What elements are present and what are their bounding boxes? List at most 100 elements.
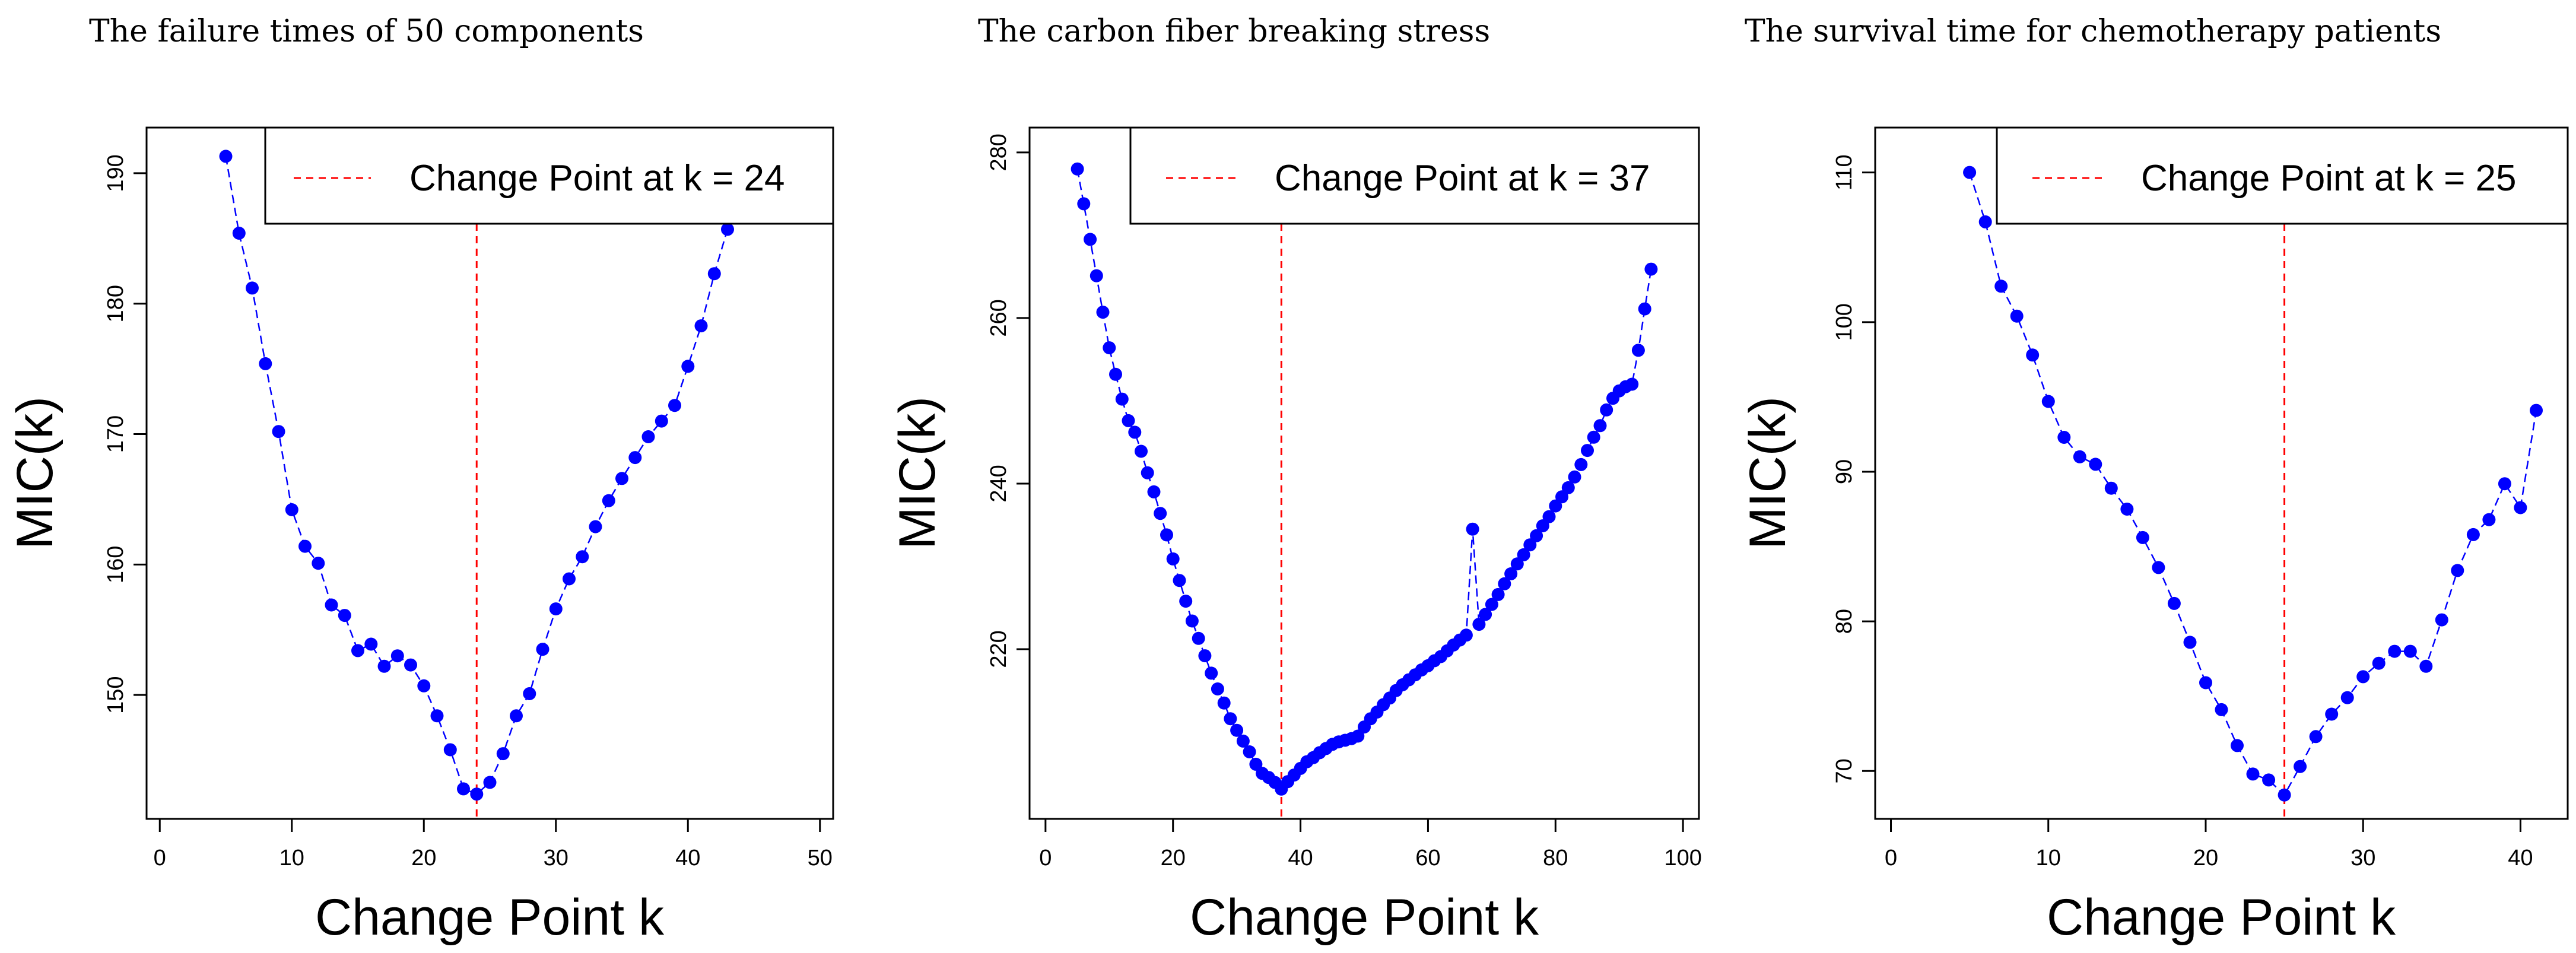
data-point (1994, 279, 2008, 293)
data-point (2246, 767, 2260, 781)
mic-series-line (225, 156, 729, 795)
data-point (496, 747, 510, 761)
data-point (2356, 670, 2370, 684)
data-point (1160, 528, 1173, 542)
data-point (681, 360, 695, 373)
data-point (1593, 419, 1607, 433)
data-point (1122, 414, 1135, 427)
data-point (694, 319, 708, 333)
data-point (1581, 444, 1594, 458)
data-point (510, 709, 523, 723)
data-point (628, 451, 642, 465)
data-point (2104, 481, 2118, 495)
data-point (1077, 197, 1091, 211)
data-point (655, 414, 668, 428)
y-tick-label: 110 (1832, 154, 1857, 190)
data-point (443, 743, 457, 757)
data-point (1479, 608, 1492, 621)
data-point (1147, 485, 1161, 498)
data-point (325, 598, 338, 612)
y-tick-label: 180 (103, 285, 128, 322)
y-tick-label: 150 (103, 676, 128, 713)
data-point (1179, 595, 1193, 608)
data-point (1561, 481, 1575, 494)
data-point (285, 503, 298, 516)
data-point (1090, 269, 1103, 282)
x-axis-label: Change Point k (2047, 889, 2396, 946)
data-point (536, 643, 549, 656)
data-point (1536, 519, 1549, 533)
data-point (1472, 618, 1486, 631)
x-tick-label: 40 (1288, 846, 1313, 871)
data-point (707, 267, 721, 281)
x-tick-label: 20 (2193, 846, 2218, 871)
y-tick-label: 240 (986, 465, 1011, 502)
x-tick-label: 10 (279, 846, 304, 871)
data-point (298, 539, 312, 553)
data-point (602, 494, 615, 507)
data-point (2388, 644, 2402, 658)
data-point (351, 644, 364, 657)
data-point (2183, 636, 2197, 649)
x-axis-label: Change Point k (1190, 889, 1539, 946)
panel-title: The failure times of 50 components (89, 14, 644, 49)
legend-box (264, 126, 834, 225)
data-point (1135, 444, 1148, 458)
data-point (219, 150, 233, 163)
y-axis-label: MIC(k) (889, 396, 946, 549)
data-point (2325, 707, 2339, 721)
data-point (2435, 613, 2448, 627)
data-point (2041, 395, 2055, 408)
data-point (259, 357, 272, 370)
legend-label: Change Point at k = 24 (409, 158, 785, 199)
data-point (312, 557, 325, 570)
data-point (1485, 598, 1498, 611)
data-point (2514, 501, 2527, 514)
data-point (1141, 466, 1154, 479)
data-point (1128, 425, 1142, 439)
data-point (417, 679, 431, 692)
x-tick-label: 60 (1415, 846, 1440, 871)
data-point (2215, 703, 2228, 716)
data-point (549, 602, 563, 616)
data-point (2419, 659, 2433, 673)
legend-box (1996, 126, 2569, 225)
data-point (1574, 458, 1588, 471)
data-point (1587, 430, 1600, 444)
data-point (2010, 309, 2024, 323)
data-point (1224, 712, 1237, 726)
data-point (1154, 507, 1167, 520)
legend-box (1129, 126, 1700, 225)
y-tick-label: 80 (1832, 609, 1857, 634)
data-point (2167, 596, 2181, 610)
data-point (364, 637, 378, 651)
panel-chemotherapy: The survival time for chemotherapy patie… (1739, 14, 2569, 946)
data-point (1173, 574, 1186, 587)
data-point (1071, 162, 1084, 176)
data-point (1230, 723, 1244, 737)
data-point (338, 609, 351, 622)
data-point (2026, 348, 2040, 362)
data-point (404, 658, 417, 672)
data-point (2466, 528, 2480, 541)
data-point (1549, 499, 1562, 513)
data-point (576, 550, 589, 564)
y-axis-label: MIC(k) (7, 396, 63, 549)
data-point (390, 649, 404, 663)
data-point (2294, 760, 2307, 773)
data-point (246, 281, 259, 295)
legend-label: Change Point at k = 25 (2141, 158, 2517, 199)
legend-label: Change Point at k = 37 (1275, 158, 1650, 199)
data-point (1236, 734, 1250, 748)
x-tick-label: 50 (808, 846, 833, 871)
data-point (1504, 567, 1518, 580)
data-point (1644, 262, 1658, 276)
data-point (1466, 522, 1479, 536)
axes-layer: 0 20 40 60 80 100 220 240 260 280 (986, 134, 1702, 871)
x-tick-label: 30 (544, 846, 568, 871)
y-tick-label: 190 (103, 154, 128, 192)
panel-carbon-fiber: The carbon fiber breaking stress 0 20 40 60… (889, 14, 1702, 946)
y-tick-label: 100 (1832, 303, 1857, 341)
axes-layer: 0 10 20 30 40 50 150 160 170 180 190 (103, 154, 833, 871)
